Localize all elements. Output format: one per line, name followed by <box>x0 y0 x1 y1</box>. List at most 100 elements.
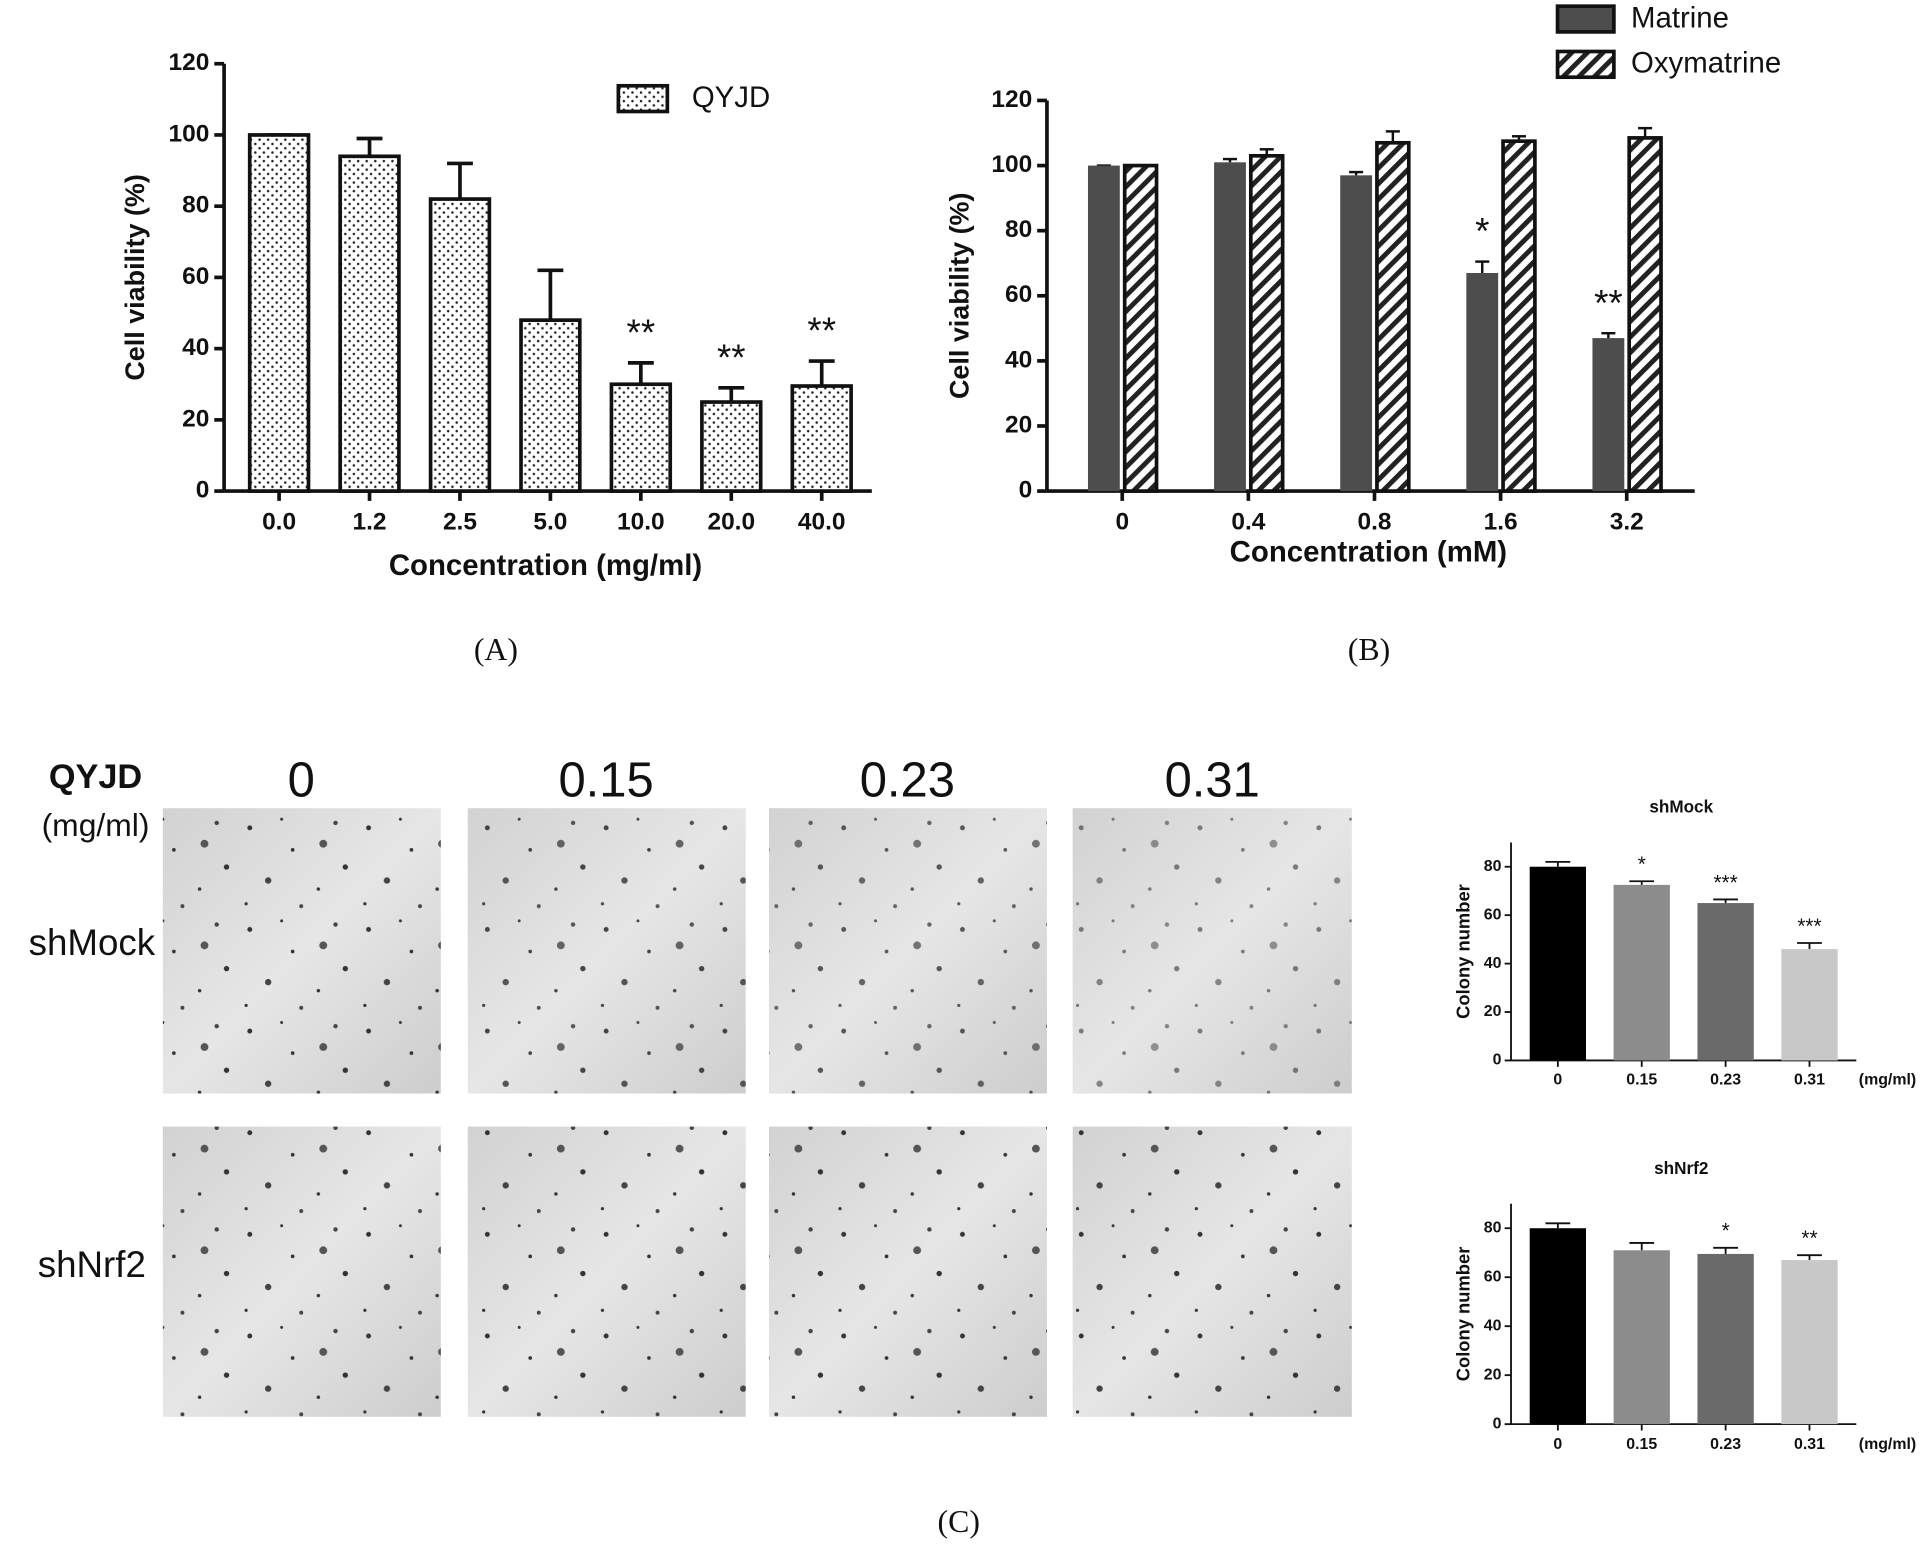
plates <box>162 808 1352 1417</box>
chart-title: shMock <box>1649 797 1713 817</box>
bar <box>790 384 853 493</box>
chart-title: shNrf2 <box>1654 1158 1708 1178</box>
legend-swatch <box>1555 49 1616 80</box>
bar <box>1529 866 1587 1061</box>
significance: *** <box>1797 915 1821 938</box>
x-tick-label: 0.15 <box>1626 1436 1657 1453</box>
x-tick-label: 10.0 <box>617 508 665 535</box>
x-tick-label: 0.15 <box>1626 1071 1657 1088</box>
panel-label: (C) <box>938 1504 980 1539</box>
y-tick-label: 60 <box>1484 906 1502 923</box>
y-axis-label: Colony number <box>1452 884 1473 1019</box>
colonies <box>1072 808 1352 1094</box>
y-tick-label: 100 <box>169 120 210 147</box>
y-tick-label: 80 <box>1005 216 1032 243</box>
y-tick-label: 60 <box>182 263 209 290</box>
bar <box>1340 175 1373 492</box>
y-axis-label: Cell viability (%) <box>120 174 150 380</box>
bar <box>1248 153 1285 493</box>
bar <box>1697 903 1754 1061</box>
significance: * <box>1475 211 1489 252</box>
y-axis-label: Cell viability (%) <box>944 193 974 399</box>
significance: ** <box>717 337 746 378</box>
bar <box>700 400 763 493</box>
bar <box>1087 165 1120 492</box>
bar <box>1529 1228 1587 1425</box>
x-unit: (mg/ml) <box>1859 1071 1916 1088</box>
y-tick-label: 20 <box>182 405 209 432</box>
x-tick-label: 0.23 <box>1710 1071 1741 1088</box>
colonies <box>1072 1126 1352 1417</box>
bar <box>338 154 401 493</box>
y-tick-label: 80 <box>1484 1219 1502 1236</box>
colonies <box>162 808 441 1094</box>
y-tick-label: 40 <box>1484 955 1502 972</box>
bar <box>1697 1253 1754 1425</box>
bar <box>428 197 492 493</box>
x-tick-label: 0.31 <box>1794 1071 1825 1088</box>
x-tick-label: 0 <box>1553 1436 1562 1453</box>
x-tick-label: 0.8 <box>1357 508 1391 535</box>
panel-label: (A) <box>474 632 518 667</box>
colonies <box>467 808 746 1094</box>
y-tick-label: 0 <box>1493 1052 1502 1069</box>
x-axis-label: Concentration (mM) <box>1230 535 1507 568</box>
significance: * <box>1722 1220 1730 1243</box>
dose-label: 0.15 <box>558 754 653 808</box>
bar <box>1592 338 1625 492</box>
x-tick-label: 0.31 <box>1794 1436 1825 1453</box>
bar <box>519 318 582 493</box>
colonies <box>467 1126 746 1417</box>
y-tick-label: 0 <box>196 477 210 504</box>
y-tick-label: 20 <box>1484 1366 1502 1383</box>
y-tick-label: 0 <box>1493 1415 1502 1432</box>
colonies <box>768 808 1047 1094</box>
x-unit: (mg/ml) <box>1859 1436 1916 1453</box>
x-tick-label: 0.23 <box>1710 1436 1741 1453</box>
bar <box>1627 136 1663 493</box>
bar <box>1613 1250 1670 1425</box>
bar <box>1375 140 1411 493</box>
y-tick-label: 60 <box>1005 281 1032 308</box>
x-tick-label: 0 <box>1115 508 1129 535</box>
significance: ** <box>627 312 656 353</box>
x-tick-label: 0.4 <box>1231 508 1265 535</box>
legend-swatch <box>616 83 670 114</box>
row-label: shMock <box>29 922 156 963</box>
x-tick-label: 1.6 <box>1484 508 1518 535</box>
treatment-label: QYJD <box>49 758 142 796</box>
y-tick-label: 120 <box>169 49 210 76</box>
dose-label: 0.23 <box>860 754 955 808</box>
x-tick-label: 5.0 <box>533 508 567 535</box>
x-tick-label: 0 <box>1553 1071 1562 1088</box>
unit-label: (mg/ml) <box>42 807 150 843</box>
bar <box>1781 1260 1838 1425</box>
y-tick-label: 80 <box>1484 858 1502 875</box>
x-tick-label: 1.2 <box>353 508 387 535</box>
x-axis-label: Concentration (mg/ml) <box>389 549 702 582</box>
bar <box>247 133 311 493</box>
legend-label: Matrine <box>1631 1 1729 34</box>
y-tick-label: 120 <box>991 86 1032 113</box>
bar <box>1122 163 1159 493</box>
bar <box>1501 139 1537 493</box>
y-axis-label: Colony number <box>1452 1247 1473 1382</box>
significance: ** <box>807 310 836 351</box>
significance: ** <box>1801 1227 1817 1250</box>
y-tick-label: 40 <box>182 334 209 361</box>
bar <box>1466 272 1499 492</box>
dose-label: 0.31 <box>1165 754 1260 808</box>
y-tick-label: 60 <box>1484 1268 1502 1285</box>
x-tick-label: 40.0 <box>798 508 846 535</box>
colonies <box>162 1126 441 1417</box>
x-tick-label: 2.5 <box>443 508 477 535</box>
bar <box>1613 884 1670 1061</box>
bar <box>1214 162 1246 492</box>
legend-swatch <box>1555 4 1616 34</box>
y-tick-label: 40 <box>1005 346 1032 373</box>
bar <box>1781 949 1838 1061</box>
x-tick-label: 20.0 <box>707 508 755 535</box>
y-tick-label: 40 <box>1484 1317 1502 1334</box>
